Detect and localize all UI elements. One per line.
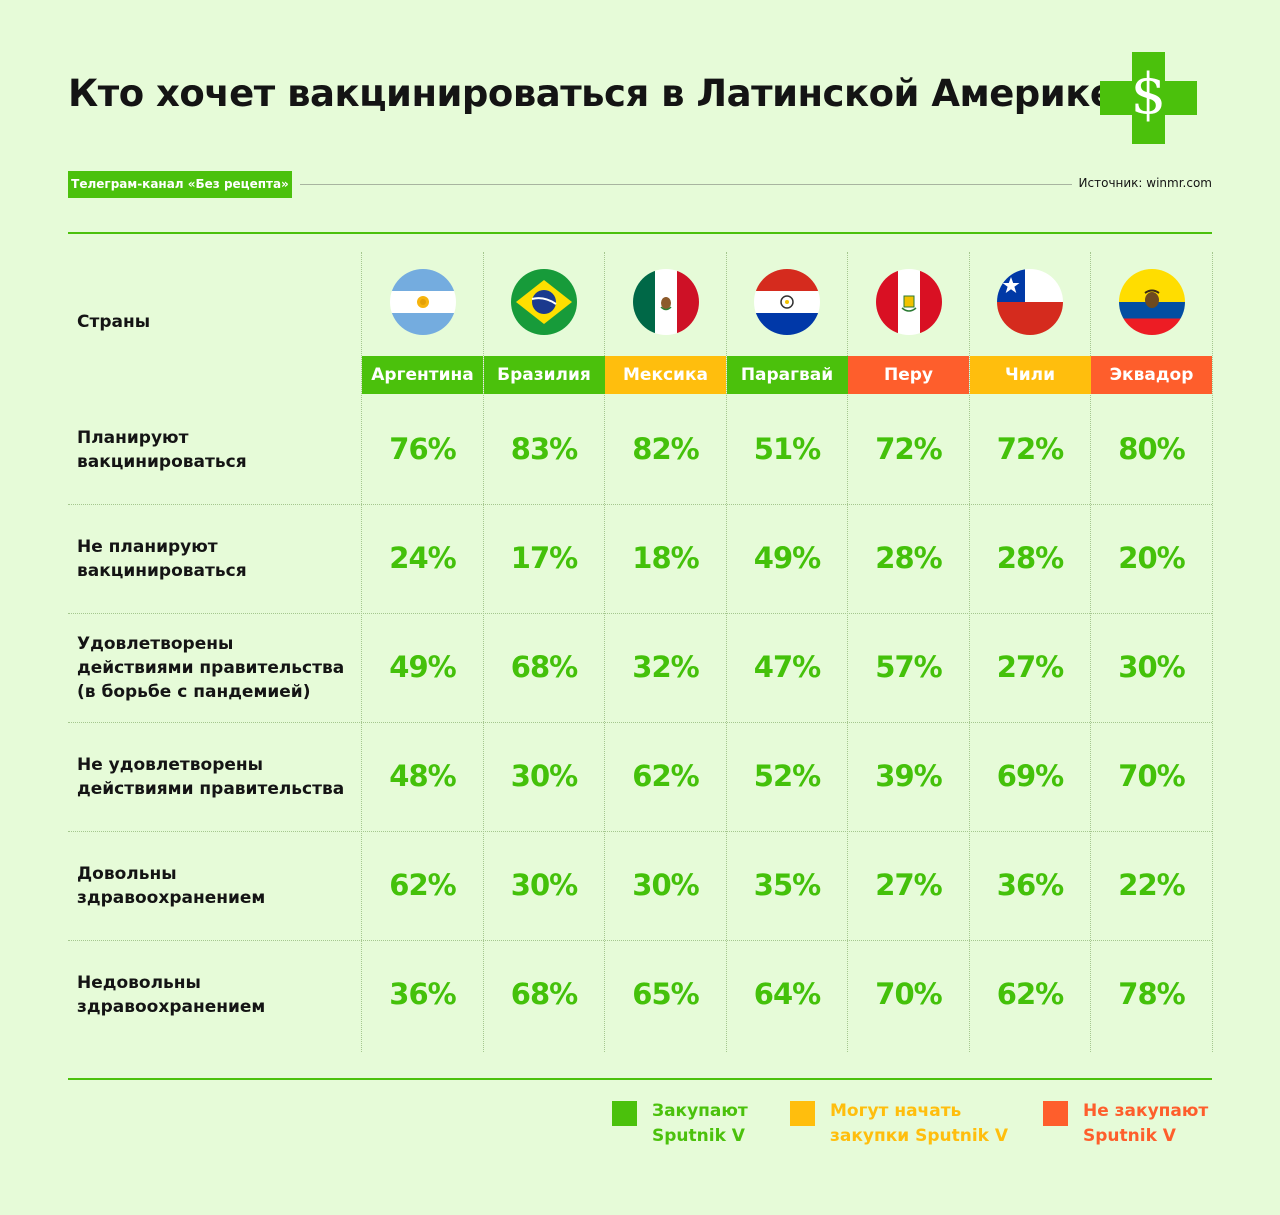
page-title: Кто хочет вакцинироваться в Латинской Ам… xyxy=(68,72,1115,115)
country-header-0: Аргентина xyxy=(362,356,483,394)
row-separator xyxy=(68,940,1212,941)
chile-flag-icon xyxy=(997,269,1064,335)
value-cell: 30% xyxy=(1118,649,1185,684)
value-cell: 82% xyxy=(632,431,699,466)
country-header-5: Чили xyxy=(969,356,1091,394)
channel-badge: Телеграм-канал «Без рецепта» xyxy=(68,171,292,198)
mexico-flag-icon xyxy=(632,269,699,335)
value-cell: 72% xyxy=(875,431,942,466)
legend-label: Могут начать закупки Sputnik V xyxy=(830,1101,1009,1146)
argentina-flag-icon xyxy=(389,269,456,335)
value-cell: 30% xyxy=(632,867,699,902)
column-separator xyxy=(482,252,484,1052)
row-separator xyxy=(68,613,1212,614)
country-header-4: Перу xyxy=(848,356,969,394)
column-separator xyxy=(847,252,848,1052)
value-cell: 28% xyxy=(996,540,1064,575)
value-cell: 65% xyxy=(632,976,699,1011)
dollar-cross-logo-icon: $ xyxy=(1100,52,1197,144)
ecuador-flag-icon xyxy=(1118,269,1185,335)
value-cell: 51% xyxy=(753,431,821,466)
value-cell: 70% xyxy=(1118,758,1185,793)
value-cell: 48% xyxy=(389,758,456,793)
value-cell: 72% xyxy=(996,431,1064,466)
value-cell: 69% xyxy=(996,758,1064,793)
row-header-label: Страны xyxy=(77,312,151,332)
row-label: Не удовлетворены действиями правительств… xyxy=(77,754,345,799)
column-separator xyxy=(1090,252,1091,1052)
value-cell: 49% xyxy=(753,540,821,575)
value-cell: 17% xyxy=(510,540,578,575)
value-cell: 32% xyxy=(632,649,699,684)
value-cell: 57% xyxy=(875,649,942,684)
value-cell: 20% xyxy=(1118,540,1185,575)
value-cell: 62% xyxy=(389,867,456,902)
value-cell: 64% xyxy=(753,976,821,1011)
row-separator xyxy=(68,722,1212,723)
column-separator xyxy=(1211,252,1213,1052)
svg-text:$: $ xyxy=(1131,62,1167,127)
legend-label: Закупают Sputnik V xyxy=(652,1101,748,1146)
legend-item-red: Не закупают Sputnik V xyxy=(1043,1099,1208,1149)
row-separator xyxy=(68,831,1212,832)
legend-swatch xyxy=(790,1101,815,1126)
row-separator xyxy=(68,504,1212,505)
value-cell: 22% xyxy=(1118,867,1185,902)
value-cell: 36% xyxy=(389,976,456,1011)
value-cell: 52% xyxy=(753,758,821,793)
row-label: Довольны здравоохранением xyxy=(77,863,266,908)
value-cell: 76% xyxy=(389,431,456,466)
value-cell: 39% xyxy=(875,758,942,793)
value-cell: 83% xyxy=(510,431,578,466)
value-cell: 30% xyxy=(510,758,578,793)
legend-item-green: Закупают Sputnik V xyxy=(612,1099,748,1149)
row-label: Не планируют вакцинироваться xyxy=(77,536,247,581)
value-cell: 24% xyxy=(389,540,456,575)
header-divider xyxy=(300,184,1072,185)
country-header-2: Мексика xyxy=(605,356,726,394)
row-label: Недовольны здравоохранением xyxy=(77,972,266,1017)
column-separator xyxy=(968,252,970,1052)
value-cell: 30% xyxy=(510,867,578,902)
row-label: Удовлетворены действиями правительства (… xyxy=(77,633,345,702)
paraguay-flag-icon xyxy=(754,269,821,335)
value-cell: 80% xyxy=(1118,431,1185,466)
value-cell: 18% xyxy=(632,540,699,575)
bottom-rule xyxy=(68,1078,1212,1080)
legend-swatch xyxy=(612,1101,637,1126)
legend-swatch xyxy=(1043,1101,1068,1126)
source-label: Источник: winmr.com xyxy=(1078,176,1212,190)
legend-item-yellow: Могут начать закупки Sputnik V xyxy=(790,1099,1008,1149)
value-cell: 28% xyxy=(875,540,942,575)
top-rule xyxy=(68,232,1212,234)
value-cell: 78% xyxy=(1118,976,1185,1011)
country-header-6: Эквадор xyxy=(1091,356,1212,394)
value-cell: 62% xyxy=(632,758,699,793)
value-cell: 27% xyxy=(996,649,1064,684)
value-cell: 27% xyxy=(875,867,942,902)
country-header-1: Бразилия xyxy=(483,356,605,394)
value-cell: 47% xyxy=(753,649,821,684)
peru-flag-icon xyxy=(875,269,942,335)
legend-label: Не закупают Sputnik V xyxy=(1083,1101,1209,1146)
column-separator xyxy=(361,252,362,1052)
value-cell: 36% xyxy=(996,867,1064,902)
column-separator xyxy=(725,252,727,1052)
row-label: Планируют вакцинироваться xyxy=(77,427,247,472)
country-header-3: Парагвай xyxy=(726,356,848,394)
value-cell: 70% xyxy=(875,976,942,1011)
value-cell: 62% xyxy=(996,976,1064,1011)
value-cell: 35% xyxy=(753,867,821,902)
value-cell: 68% xyxy=(510,649,578,684)
value-cell: 68% xyxy=(510,976,578,1011)
brazil-flag-icon xyxy=(511,269,578,335)
column-separator xyxy=(604,252,605,1052)
value-cell: 49% xyxy=(389,649,456,684)
